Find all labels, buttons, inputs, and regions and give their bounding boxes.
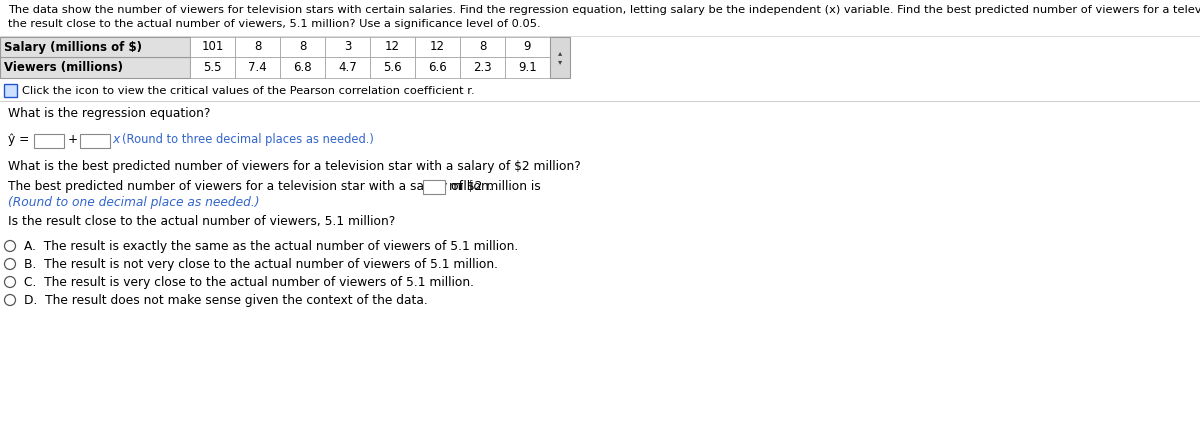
Text: 12: 12 <box>385 40 400 53</box>
FancyBboxPatch shape <box>460 37 505 57</box>
FancyBboxPatch shape <box>415 57 460 78</box>
Text: 12: 12 <box>430 40 445 53</box>
FancyBboxPatch shape <box>280 37 325 57</box>
Text: 4.7: 4.7 <box>338 61 356 74</box>
Text: Viewers (millions): Viewers (millions) <box>4 61 124 74</box>
Text: C.  The result is very close to the actual number of viewers of 5.1 million.: C. The result is very close to the actua… <box>24 276 474 289</box>
Text: +: + <box>68 133 78 146</box>
FancyBboxPatch shape <box>80 134 110 148</box>
Text: million.: million. <box>449 180 494 193</box>
FancyBboxPatch shape <box>370 57 415 78</box>
FancyBboxPatch shape <box>4 84 17 97</box>
FancyBboxPatch shape <box>325 57 370 78</box>
Text: 2.3: 2.3 <box>473 61 492 74</box>
FancyBboxPatch shape <box>0 57 190 78</box>
FancyBboxPatch shape <box>235 37 280 57</box>
Text: 8: 8 <box>479 40 486 53</box>
Text: 6.8: 6.8 <box>293 61 312 74</box>
FancyBboxPatch shape <box>280 57 325 78</box>
Text: ▴
▾: ▴ ▾ <box>558 48 562 67</box>
Text: Salary (millions of $): Salary (millions of $) <box>4 40 142 53</box>
FancyBboxPatch shape <box>190 57 235 78</box>
FancyBboxPatch shape <box>0 37 190 57</box>
FancyBboxPatch shape <box>325 37 370 57</box>
Text: What is the best predicted number of viewers for a television star with a salary: What is the best predicted number of vie… <box>8 160 581 173</box>
Text: 8: 8 <box>299 40 306 53</box>
Text: 5.6: 5.6 <box>383 61 402 74</box>
Circle shape <box>5 277 16 288</box>
Text: 9.1: 9.1 <box>518 61 536 74</box>
FancyBboxPatch shape <box>505 57 550 78</box>
Text: (Round to three decimal places as needed.): (Round to three decimal places as needed… <box>122 133 374 146</box>
Text: A.  The result is exactly the same as the actual number of viewers of 5.1 millio: A. The result is exactly the same as the… <box>24 240 518 253</box>
FancyBboxPatch shape <box>34 134 64 148</box>
Text: B.  The result is not very close to the actual number of viewers of 5.1 million.: B. The result is not very close to the a… <box>24 258 498 271</box>
Text: ŷ =: ŷ = <box>8 133 29 146</box>
Text: What is the regression equation?: What is the regression equation? <box>8 107 210 120</box>
FancyBboxPatch shape <box>550 37 570 78</box>
Circle shape <box>5 258 16 269</box>
FancyBboxPatch shape <box>370 37 415 57</box>
FancyBboxPatch shape <box>460 57 505 78</box>
FancyBboxPatch shape <box>424 180 445 194</box>
Text: 6.6: 6.6 <box>428 61 446 74</box>
Text: 9: 9 <box>523 40 532 53</box>
FancyBboxPatch shape <box>190 37 235 57</box>
Circle shape <box>5 295 16 306</box>
Text: 101: 101 <box>202 40 223 53</box>
Text: x: x <box>112 133 119 146</box>
Text: 5.5: 5.5 <box>203 61 222 74</box>
Text: 8: 8 <box>254 40 262 53</box>
FancyBboxPatch shape <box>415 37 460 57</box>
FancyBboxPatch shape <box>235 57 280 78</box>
Text: The data show the number of viewers for television stars with certain salaries. : The data show the number of viewers for … <box>8 5 1200 15</box>
Text: 7.4: 7.4 <box>248 61 266 74</box>
Circle shape <box>5 240 16 251</box>
Text: D.  The result does not make sense given the context of the data.: D. The result does not make sense given … <box>24 294 427 307</box>
Text: (Round to one decimal place as needed.): (Round to one decimal place as needed.) <box>8 196 259 209</box>
Text: 3: 3 <box>344 40 352 53</box>
Text: The best predicted number of viewers for a television star with a salary of $2 m: The best predicted number of viewers for… <box>8 180 541 193</box>
Text: the result close to the actual number of viewers, 5.1 million? Use a significanc: the result close to the actual number of… <box>8 19 541 29</box>
Text: Click the icon to view the critical values of the Pearson correlation coefficien: Click the icon to view the critical valu… <box>22 86 475 96</box>
Text: Is the result close to the actual number of viewers, 5.1 million?: Is the result close to the actual number… <box>8 215 395 228</box>
FancyBboxPatch shape <box>505 37 550 57</box>
